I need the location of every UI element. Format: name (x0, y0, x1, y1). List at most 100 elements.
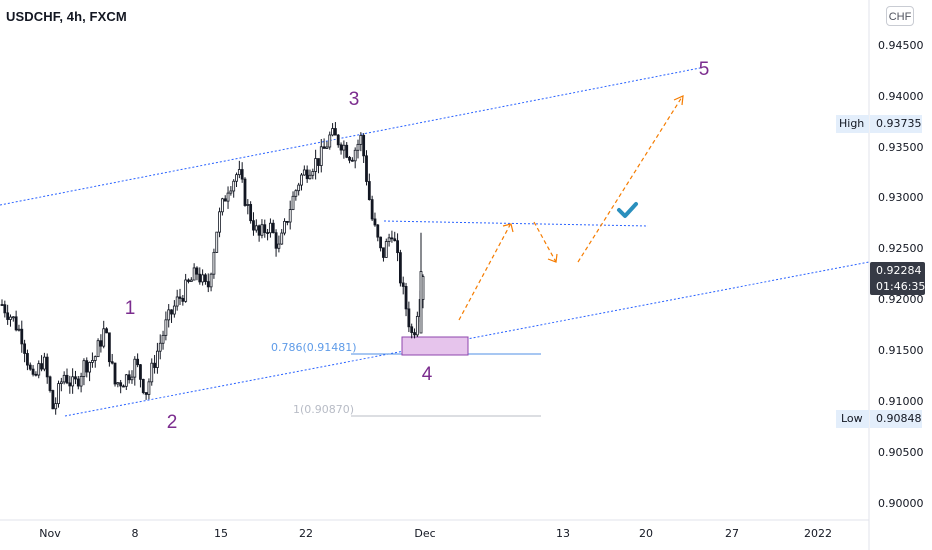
candle-down (390, 237, 394, 240)
candle-up (288, 209, 292, 223)
candle-up (184, 279, 188, 302)
projection-path[interactable] (458, 96, 683, 321)
candle-down (141, 378, 145, 393)
wave4-target-zone[interactable] (401, 336, 469, 356)
candle-down (263, 224, 267, 233)
candle-down (317, 158, 320, 166)
candle-up (59, 381, 63, 384)
candle-down (28, 364, 32, 370)
time-tick-label: 15 (214, 527, 228, 540)
candle-up (133, 358, 137, 378)
candle-down (370, 199, 374, 220)
time-tick-label: 8 (131, 527, 139, 540)
candle-up (269, 222, 272, 234)
candle-up (235, 174, 238, 182)
candle-down (45, 356, 49, 378)
currency-button[interactable]: CHF (886, 6, 914, 26)
candle-down (252, 220, 255, 231)
candle-up (314, 158, 318, 172)
candle-down (393, 238, 397, 242)
high-value-box (870, 115, 922, 133)
candle-down (382, 247, 385, 258)
candle-down (144, 392, 148, 395)
candle-down (206, 281, 210, 288)
price-tick-label: 0.90500 (878, 446, 924, 459)
wave-label-4: 4 (421, 364, 433, 385)
candle-up (220, 198, 224, 213)
candle-down (398, 252, 402, 284)
candle-down (376, 224, 380, 238)
candle-up (311, 171, 315, 176)
candle-up (237, 169, 241, 176)
candle-down (350, 159, 354, 162)
candle-down (127, 374, 131, 381)
candle-down (181, 297, 185, 302)
candle-up (215, 231, 219, 253)
resistance-line[interactable] (383, 220, 649, 227)
price-tick-label: 0.92500 (878, 242, 924, 255)
price-tick-label: 0.94000 (878, 90, 924, 103)
candle-up (172, 305, 176, 315)
price-tick-label: 0.93000 (878, 191, 924, 204)
candle-down (404, 286, 408, 310)
projection-arrowheads (502, 95, 684, 263)
candle-up (260, 224, 264, 236)
candle-down (413, 332, 416, 336)
candle-down (396, 240, 399, 254)
candle-down (379, 236, 383, 249)
candle-down (74, 376, 77, 380)
candle-up (246, 204, 250, 206)
time-tick-label: 20 (639, 527, 653, 540)
candle-up (280, 232, 284, 245)
candle-down (68, 382, 72, 387)
candle-down (23, 343, 27, 354)
candle-up (319, 146, 323, 166)
candle-up (419, 271, 423, 334)
candle-down (266, 232, 269, 234)
low-value-box (870, 410, 922, 428)
candle-up (254, 225, 258, 231)
fib-0786-label: 0.786(0.91481) (271, 341, 357, 354)
candle-down (51, 390, 55, 410)
candle-up (150, 362, 154, 383)
candle-down (322, 146, 326, 149)
candle-down (187, 279, 190, 282)
high-label: High (839, 117, 865, 130)
candle-up (96, 340, 100, 358)
candle-down (105, 328, 108, 334)
candle-up (57, 383, 60, 405)
candle-down (339, 144, 343, 151)
candle-up (164, 319, 168, 336)
candle-up (212, 251, 216, 275)
fib-1-label: 1(0.90870) (293, 403, 355, 416)
upper-channel-line[interactable] (0, 67, 701, 206)
arrowhead-1 (502, 223, 514, 233)
candle-up (300, 174, 303, 186)
candle-up (79, 375, 83, 387)
candle-down (76, 378, 80, 387)
candle-down (99, 340, 103, 347)
candle-down (362, 135, 366, 157)
candle-up (62, 374, 66, 383)
candle-up (415, 316, 419, 336)
price-tick-label: 0.92000 (878, 293, 924, 306)
candle-up (175, 296, 179, 307)
candle-up (353, 149, 357, 162)
candle-up (93, 356, 97, 361)
candle-down (223, 198, 227, 202)
candle-up (308, 174, 312, 180)
time-tick-label: 2022 (804, 527, 832, 540)
candle-up (17, 328, 21, 331)
candle-up (158, 342, 162, 352)
candle-down (107, 332, 111, 363)
candle-up (283, 221, 286, 234)
candle-down (170, 309, 173, 315)
candle-down (365, 155, 368, 182)
candle-up (130, 376, 134, 381)
candle-down (40, 363, 43, 370)
candle-down (198, 273, 202, 283)
wave-label-1: 1 (124, 298, 136, 319)
candle-up (325, 146, 329, 149)
wave-label-3: 3 (348, 89, 360, 110)
